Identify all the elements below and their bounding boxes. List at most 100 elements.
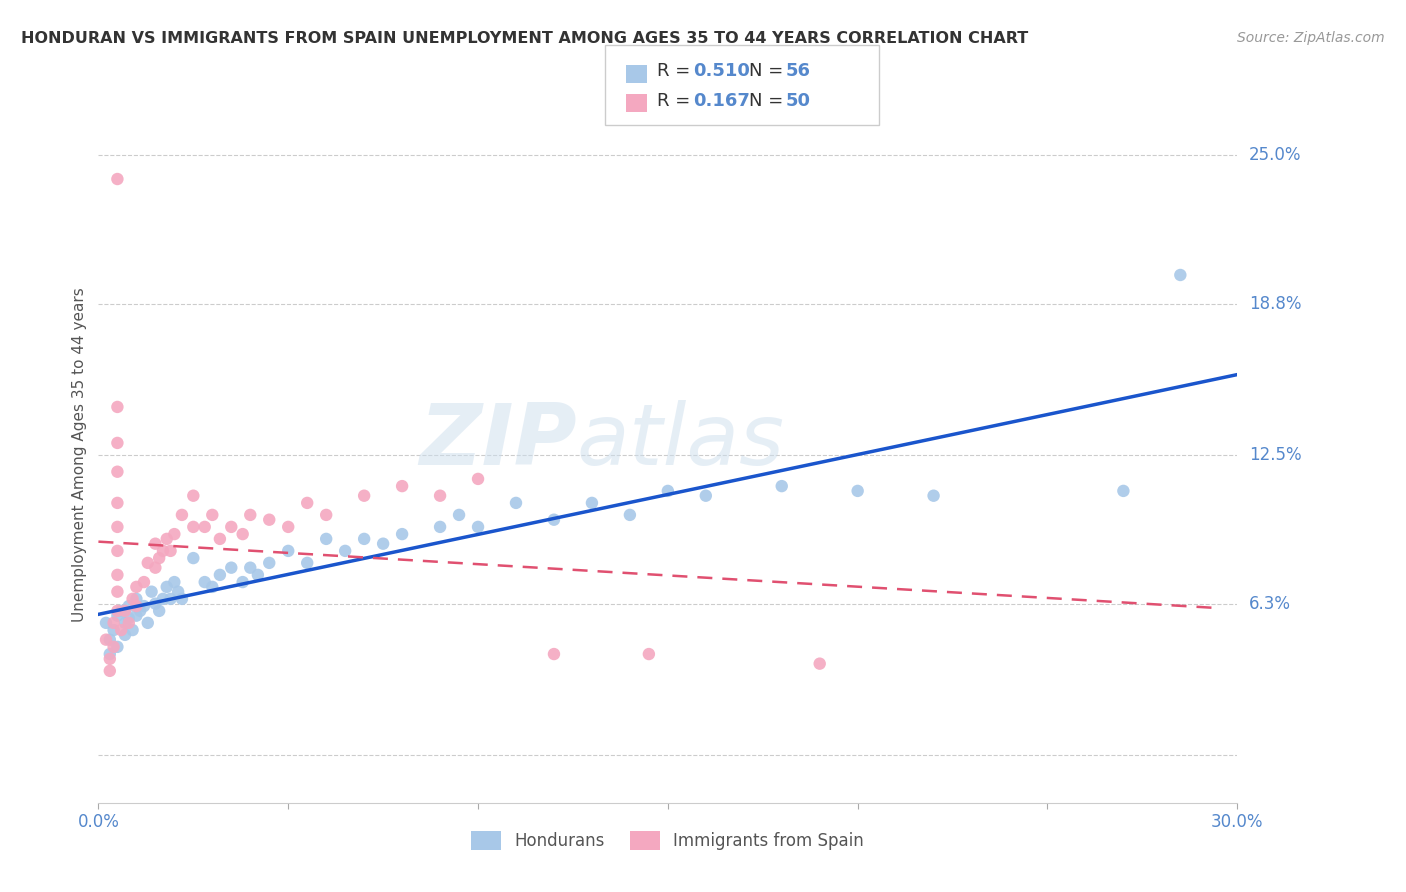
Point <box>371 537 394 551</box>
Point <box>449 508 471 522</box>
Text: 25.0%: 25.0% <box>1249 146 1301 164</box>
Point <box>543 647 565 661</box>
Point <box>239 560 262 574</box>
Point <box>170 508 193 522</box>
Point <box>259 513 281 527</box>
Point <box>353 532 375 546</box>
Point <box>118 615 141 630</box>
Point <box>208 567 231 582</box>
Point <box>107 172 129 186</box>
Point <box>103 640 125 654</box>
Point <box>183 489 205 503</box>
Point <box>156 580 179 594</box>
Point <box>107 544 129 558</box>
Point <box>239 508 262 522</box>
Point <box>98 632 121 647</box>
Point <box>159 591 181 606</box>
Point <box>543 513 565 527</box>
Point <box>194 520 217 534</box>
Text: 0.510: 0.510 <box>693 62 749 80</box>
Point <box>183 520 205 534</box>
Point <box>125 599 148 613</box>
Text: 12.5%: 12.5% <box>1249 446 1302 464</box>
Point <box>315 508 337 522</box>
Point <box>170 591 193 606</box>
Point <box>136 556 159 570</box>
Point <box>353 489 375 503</box>
Point <box>145 537 167 551</box>
Point <box>163 575 186 590</box>
Point <box>505 496 527 510</box>
Point <box>136 615 159 630</box>
Point <box>315 532 337 546</box>
Point <box>297 496 319 510</box>
Legend: Hondurans, Immigrants from Spain: Hondurans, Immigrants from Spain <box>465 824 870 857</box>
Point <box>429 489 451 503</box>
Text: R =: R = <box>657 62 696 80</box>
Point <box>98 652 121 666</box>
Point <box>132 599 155 613</box>
Point <box>125 591 148 606</box>
Text: N =: N = <box>749 92 789 110</box>
Point <box>657 483 679 498</box>
Point <box>118 611 141 625</box>
Point <box>110 623 132 637</box>
Point <box>1112 483 1135 498</box>
Text: 0.167: 0.167 <box>693 92 749 110</box>
Point <box>107 465 129 479</box>
Point <box>94 632 117 647</box>
Text: HONDURAN VS IMMIGRANTS FROM SPAIN UNEMPLOYMENT AMONG AGES 35 TO 44 YEARS CORRELA: HONDURAN VS IMMIGRANTS FROM SPAIN UNEMPL… <box>21 31 1028 46</box>
Point <box>277 544 299 558</box>
Point <box>107 496 129 510</box>
Point <box>1170 268 1192 282</box>
Point <box>110 604 132 618</box>
Point <box>98 647 121 661</box>
Text: 50: 50 <box>786 92 811 110</box>
Point <box>107 584 129 599</box>
Point <box>467 520 489 534</box>
Point <box>107 520 129 534</box>
Point <box>118 599 141 613</box>
Point <box>107 604 129 618</box>
Point <box>232 527 254 541</box>
Point <box>107 640 129 654</box>
Y-axis label: Unemployment Among Ages 35 to 44 years: Unemployment Among Ages 35 to 44 years <box>72 287 87 623</box>
Text: ZIP: ZIP <box>419 400 576 483</box>
Point <box>145 560 167 574</box>
Point <box>467 472 489 486</box>
Point <box>148 551 170 566</box>
Point <box>167 584 190 599</box>
Point <box>808 657 831 671</box>
Text: 56: 56 <box>786 62 811 80</box>
Text: R =: R = <box>657 92 696 110</box>
Text: 6.3%: 6.3% <box>1249 595 1291 613</box>
Text: Source: ZipAtlas.com: Source: ZipAtlas.com <box>1237 31 1385 45</box>
Point <box>277 520 299 534</box>
Point <box>103 615 125 630</box>
Point <box>695 489 717 503</box>
Point <box>121 623 143 637</box>
Point <box>619 508 641 522</box>
Point <box>922 489 945 503</box>
Point <box>114 604 136 618</box>
Point <box>335 544 357 558</box>
Point <box>125 580 148 594</box>
Point <box>221 520 243 534</box>
Point <box>107 567 129 582</box>
Point <box>183 551 205 566</box>
Point <box>208 532 231 546</box>
Point <box>232 575 254 590</box>
Point <box>159 544 181 558</box>
Point <box>581 496 603 510</box>
Point <box>114 628 136 642</box>
Point <box>846 483 869 498</box>
Point <box>221 560 243 574</box>
Point <box>125 608 148 623</box>
Point <box>152 544 174 558</box>
Point <box>145 597 167 611</box>
Text: atlas: atlas <box>576 400 785 483</box>
Point <box>107 436 129 450</box>
Point <box>107 608 129 623</box>
Point <box>103 623 125 637</box>
Point <box>94 615 117 630</box>
